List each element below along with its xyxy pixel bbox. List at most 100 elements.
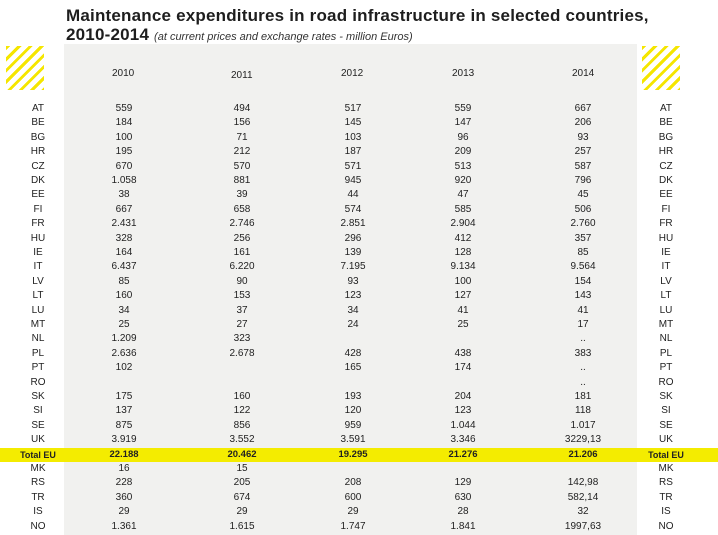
table-row: FR 2.431 2.746 2.851 2.904 2.760 FR	[0, 217, 718, 231]
cell-2012: 120	[344, 405, 362, 417]
cell-2013: 25	[457, 319, 469, 330]
row-label-right: IS	[661, 506, 671, 518]
cell-2012: 945	[344, 175, 362, 186]
cell-2012: 428	[344, 347, 362, 359]
row-label-right: MT	[658, 319, 674, 330]
cell-2011: 20.462	[227, 448, 257, 460]
cell-2010: 160	[115, 290, 133, 302]
cell-2010: 328	[115, 232, 133, 244]
cell-2013: 123	[454, 405, 472, 417]
cell-2012: 165	[344, 362, 362, 374]
cell-2014: 32	[577, 506, 589, 518]
row-label: UK	[31, 434, 45, 446]
cell-2010: 2.636	[111, 347, 137, 359]
table-row: IE 164 161 139 128 85 IE	[0, 246, 718, 260]
cell-2014: ..	[580, 333, 586, 345]
cell-2011: 494	[233, 103, 251, 114]
row-label-right: Total EU	[648, 449, 684, 460]
title-subtitle: (at current prices and exchange rates - …	[154, 31, 413, 43]
cell-2011: 1.615	[229, 520, 255, 532]
cell-2013: 513	[454, 160, 472, 172]
cell-2013: 630	[454, 491, 472, 503]
cell-2010: 559	[115, 103, 133, 114]
cell-2012: 145	[344, 117, 362, 129]
table-row: LU 34 37 34 41 41 LU	[0, 304, 718, 318]
cell-2010: 670	[115, 160, 133, 172]
cell-2011: 658	[233, 203, 251, 215]
cell-2014: 93	[577, 131, 589, 143]
cell-2010: 3.919	[111, 434, 137, 446]
table-row: IS 29 29 29 28 32 IS	[0, 505, 718, 519]
row-label-right: BE	[659, 117, 673, 129]
row-label: NO	[30, 520, 46, 532]
cell-2014: 142,98	[567, 477, 599, 489]
cell-2014: 154	[574, 275, 592, 287]
cell-2014: 181	[574, 391, 592, 402]
cell-2010: 6.437	[111, 261, 137, 273]
table-row: MT 25 27 24 25 17 MT	[0, 318, 718, 332]
row-label-right: RS	[659, 477, 673, 489]
cell-2012: 34	[347, 304, 359, 316]
cell-2010: 1.058	[111, 175, 137, 186]
cell-2014: 796	[574, 175, 592, 186]
cell-2010: 25	[118, 319, 130, 330]
table-row: SI 137 122 120 123 118 SI	[0, 404, 718, 418]
cell-2011: 29	[236, 506, 248, 518]
cell-2013: 96	[457, 131, 469, 143]
cell-2010: 1.209	[111, 333, 137, 345]
cell-2014: 1997,63	[564, 520, 602, 532]
row-label-right: FR	[659, 218, 673, 230]
table-row: LV 85 90 93 100 154 LV	[0, 275, 718, 289]
cell-2011: 27	[236, 319, 248, 330]
cell-2014: 357	[574, 232, 592, 244]
cell-2010: 875	[115, 419, 133, 431]
row-label: IS	[33, 506, 43, 518]
cell-2014: 1.017	[570, 419, 596, 431]
table-row: PL 2.636 2.678 428 438 383 PL	[0, 347, 718, 361]
row-label-right: UK	[659, 434, 673, 446]
row-label-right: TR	[659, 491, 673, 503]
cell-2012: 208	[344, 477, 362, 489]
cell-2011: 153	[233, 290, 251, 302]
cell-2012: 3.591	[340, 434, 366, 446]
cell-2014: 383	[574, 347, 592, 359]
cell-2012: 103	[344, 131, 362, 143]
row-label: AT	[31, 103, 45, 114]
cell-2010: 38	[118, 189, 130, 201]
cell-2014: 206	[574, 117, 592, 129]
row-label-right: DK	[659, 175, 673, 186]
left-hatch-decoration	[6, 46, 44, 90]
cell-2012: 19.295	[338, 448, 368, 460]
cell-2011: 2.746	[229, 218, 255, 230]
row-label-right: FI	[661, 203, 671, 215]
cell-2012: 24	[347, 319, 359, 330]
row-label: IT	[33, 261, 43, 273]
cell-2013: 41	[457, 304, 469, 316]
table-row: TR 360 674 600 630 582,14 TR	[0, 491, 718, 505]
cell-2011: 856	[233, 419, 251, 431]
cell-2012: 93	[347, 275, 359, 287]
row-label: PT	[31, 362, 45, 374]
cell-2014: 17	[577, 319, 589, 330]
cell-2010: 228	[115, 477, 133, 489]
cell-2012: 44	[347, 189, 359, 201]
cell-2013: 209	[454, 146, 472, 158]
table-row: EE 38 39 44 47 45 EE	[0, 188, 718, 202]
cell-2011: 570	[233, 160, 251, 172]
row-label: MK	[30, 463, 46, 474]
title-line-1: Maintenance expenditures in road infrast…	[66, 6, 649, 25]
row-label-right: SE	[659, 419, 673, 431]
cell-2011: 212	[233, 146, 251, 158]
right-hatch-decoration	[642, 46, 680, 90]
cell-2014: 506	[574, 203, 592, 215]
table-row: RO.. RO	[0, 376, 718, 390]
row-label: FI	[33, 203, 43, 215]
cell-2014: ..	[580, 376, 586, 388]
row-label-right: RO	[658, 376, 674, 388]
cell-2014: 2.760	[570, 218, 596, 230]
row-label-right: IT	[661, 261, 671, 273]
cell-2013: 1.044	[450, 419, 476, 431]
cell-2011: 39	[236, 189, 248, 201]
table-row: SK 175 160 193 204 181 SK	[0, 390, 718, 404]
cell-2011: 15	[236, 463, 248, 474]
